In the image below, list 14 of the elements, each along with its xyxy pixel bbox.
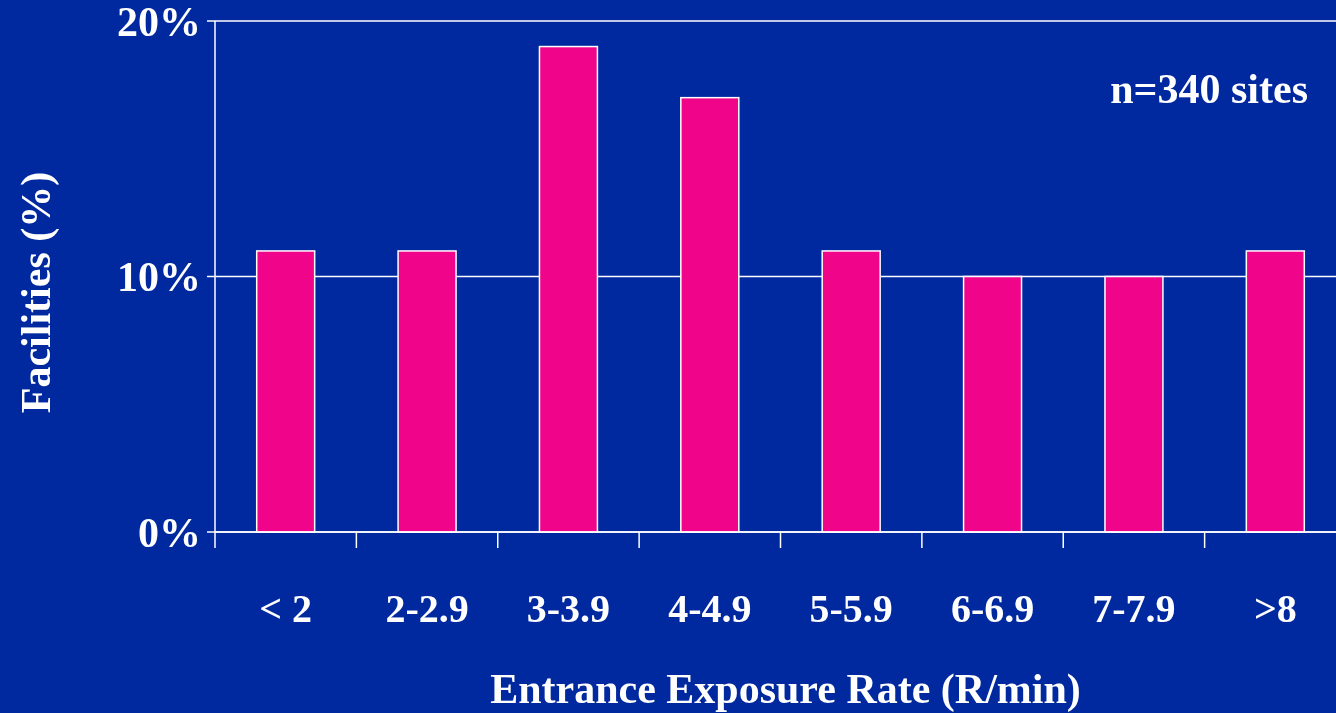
x-tick-label: 7-7.9 xyxy=(1092,586,1176,631)
y-axis-title: Facilities (%) xyxy=(13,171,60,414)
y-tick-label: 10% xyxy=(117,254,201,301)
x-tick-label: 4-4.9 xyxy=(668,586,752,631)
y-tick-label: 0% xyxy=(138,509,201,556)
x-axis-title: Entrance Exposure Rate (R/min) xyxy=(490,666,1081,713)
y-tick-label: 20% xyxy=(117,0,201,45)
x-tick-label: < 2 xyxy=(259,586,313,631)
x-tick-label: 3-3.9 xyxy=(526,586,611,631)
x-tick-label: 5-5.9 xyxy=(809,586,893,631)
x-tick-label: 6-6.9 xyxy=(950,586,1035,631)
x-tick-label: >8 xyxy=(1253,586,1297,631)
x-tick-label: 2-2.9 xyxy=(385,586,469,631)
annotation: n=340 sites xyxy=(1110,66,1308,112)
